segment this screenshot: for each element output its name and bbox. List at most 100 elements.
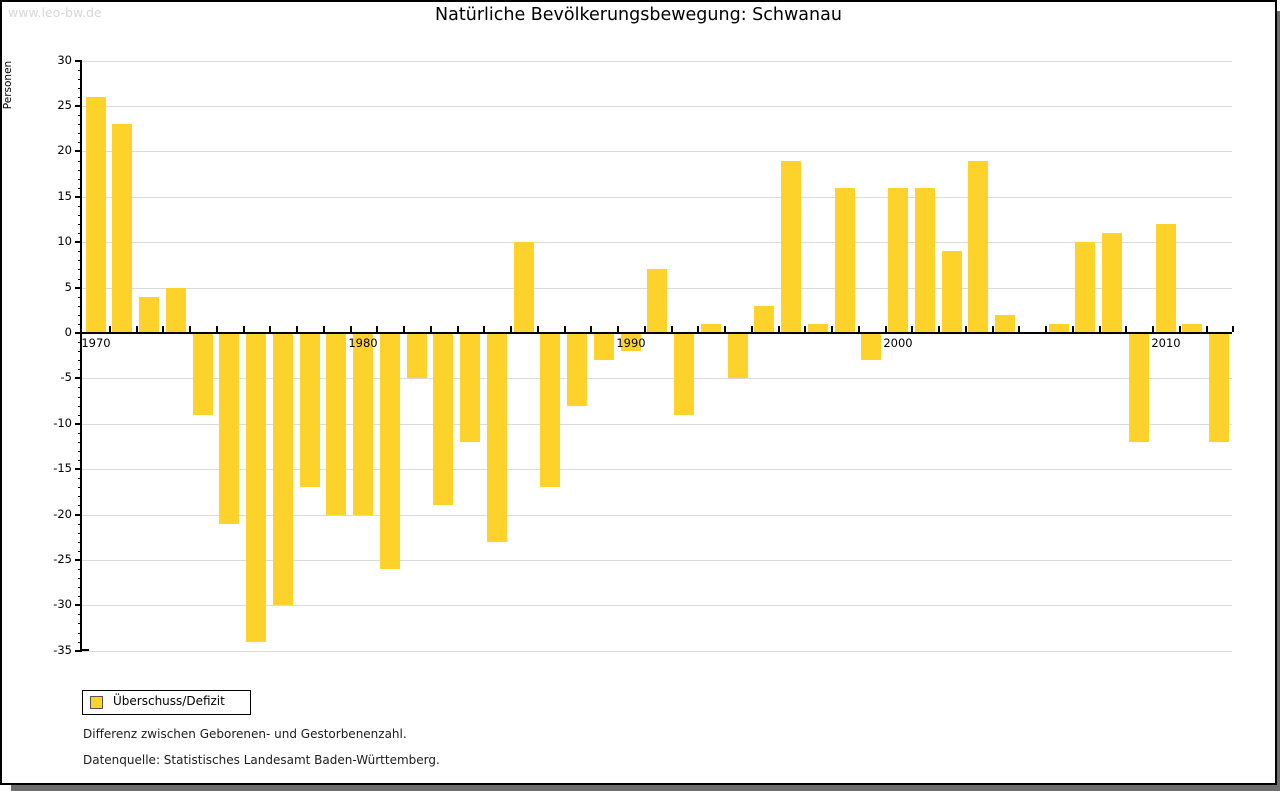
x-axis-tick xyxy=(644,326,646,332)
x-axis-tick xyxy=(323,326,325,332)
y-axis-minor-tick xyxy=(78,269,82,270)
y-tick-label: 20 xyxy=(57,143,72,157)
bar-2003 xyxy=(968,161,988,332)
y-axis-minor-tick xyxy=(78,124,82,125)
bar-1999 xyxy=(861,334,881,360)
bar-2000 xyxy=(888,188,908,332)
y-tick-label: -30 xyxy=(53,597,72,611)
bar-2007 xyxy=(1075,242,1095,332)
y-axis-minor-tick xyxy=(78,460,82,461)
bar-1993 xyxy=(701,324,721,332)
bar-1978 xyxy=(300,334,320,487)
y-axis-major-tick xyxy=(75,196,82,198)
y-axis-minor-tick xyxy=(78,179,82,180)
y-axis-minor-tick xyxy=(78,433,82,434)
y-axis-minor-tick xyxy=(78,387,82,388)
y-axis-minor-tick xyxy=(78,224,82,225)
x-axis-tick xyxy=(269,326,271,332)
legend: Überschuss/Defizit xyxy=(82,690,251,715)
y-axis-major-tick xyxy=(75,332,82,334)
bar-2008 xyxy=(1102,233,1122,332)
y-axis-minor-tick xyxy=(78,496,82,497)
y-tick-label: 0 xyxy=(64,325,72,339)
x-axis-tick xyxy=(243,326,245,332)
bar-1979 xyxy=(326,334,346,515)
bar-2001 xyxy=(915,188,935,332)
bar-1973 xyxy=(166,288,186,332)
y-axis-minor-tick xyxy=(78,533,82,534)
x-axis-tick xyxy=(109,326,111,332)
x-axis-tick xyxy=(751,326,753,332)
y-axis-minor-tick xyxy=(78,360,82,361)
bar-1990 xyxy=(621,334,641,351)
x-axis-tick xyxy=(938,326,940,332)
y-axis-minor-tick xyxy=(78,351,82,352)
legend-label: Überschuss/Defizit xyxy=(113,694,225,708)
y-axis-minor-tick xyxy=(78,251,82,252)
y-axis-minor-tick xyxy=(78,315,82,316)
y-axis-major-tick xyxy=(75,60,82,62)
y-tick-label: -35 xyxy=(53,643,72,657)
y-axis-minor-tick xyxy=(78,215,82,216)
y-axis-minor-tick xyxy=(78,524,82,525)
bar-1991 xyxy=(647,269,667,332)
chart-description: Differenz zwischen Geborenen- und Gestor… xyxy=(83,727,407,741)
x-axis-tick xyxy=(510,326,512,332)
y-axis-end-cap xyxy=(82,649,89,651)
x-axis-zero-line xyxy=(82,332,1232,334)
gridline xyxy=(82,469,1232,470)
bar-2002 xyxy=(942,251,962,332)
x-tick-label: 1990 xyxy=(616,336,646,350)
bar-1982 xyxy=(407,334,427,378)
y-axis-minor-tick xyxy=(78,115,82,116)
bar-1996 xyxy=(781,161,801,332)
gridline xyxy=(82,378,1232,379)
gridline xyxy=(82,151,1232,152)
y-axis-minor-tick xyxy=(78,642,82,643)
bar-1984 xyxy=(460,334,480,442)
y-axis-major-tick xyxy=(75,377,82,379)
x-axis-tick xyxy=(537,326,539,332)
x-tick-label: 2010 xyxy=(1151,336,1181,350)
x-axis-tick xyxy=(376,326,378,332)
y-axis-minor-tick xyxy=(78,306,82,307)
y-axis-minor-tick xyxy=(78,633,82,634)
y-axis-minor-tick xyxy=(78,279,82,280)
x-axis-tick xyxy=(911,326,913,332)
x-tick-label: 1970 xyxy=(81,336,111,350)
gridline xyxy=(82,515,1232,516)
y-axis-major-tick xyxy=(75,423,82,425)
y-tick-label: 5 xyxy=(64,280,72,294)
y-axis-major-tick xyxy=(75,650,82,652)
bar-2006 xyxy=(1049,324,1069,332)
y-axis-minor-tick xyxy=(78,614,82,615)
bar-1970 xyxy=(86,97,106,332)
y-axis-minor-tick xyxy=(78,569,82,570)
bar-1985 xyxy=(487,334,507,542)
legend-color-swatch xyxy=(90,696,103,709)
bar-1976 xyxy=(246,334,266,642)
bar-1972 xyxy=(139,297,159,332)
x-tick-label: 2000 xyxy=(883,336,913,350)
y-axis-minor-tick xyxy=(78,342,82,343)
y-tick-label: 30 xyxy=(57,53,72,67)
gridline xyxy=(82,197,1232,198)
y-tick-label: -25 xyxy=(53,552,72,566)
y-axis-minor-tick xyxy=(78,161,82,162)
x-axis-tick xyxy=(1206,326,1208,332)
y-axis-minor-tick xyxy=(78,170,82,171)
y-axis-minor-tick xyxy=(78,596,82,597)
bar-2004 xyxy=(995,315,1015,332)
bar-1974 xyxy=(193,334,213,415)
y-axis-minor-tick xyxy=(78,297,82,298)
bar-2010 xyxy=(1156,224,1176,332)
x-axis-tick xyxy=(1072,326,1074,332)
gridline xyxy=(82,424,1232,425)
y-axis-minor-tick xyxy=(78,79,82,80)
x-axis-tick xyxy=(885,326,887,332)
y-axis-minor-tick xyxy=(78,542,82,543)
x-axis-tick xyxy=(1232,326,1234,332)
bar-1989 xyxy=(594,334,614,360)
